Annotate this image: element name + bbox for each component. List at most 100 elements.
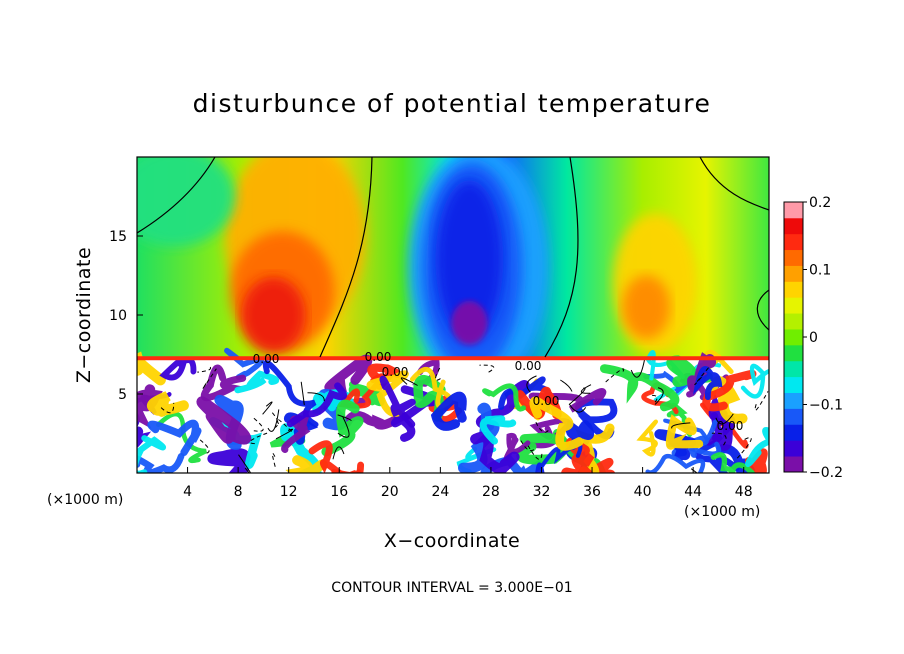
turbulent-stroke [479, 415, 517, 445]
turbulent-contour [671, 422, 691, 429]
turbulent-stroke [457, 402, 500, 473]
colorbar-label: −0.2 [809, 465, 843, 481]
contour-label: 0.00 [717, 419, 744, 433]
layer-top-band [137, 356, 769, 361]
turbulent-stroke [147, 419, 202, 456]
turbulent-contour [253, 417, 264, 432]
colorbar-swatch [784, 344, 803, 362]
colorbar-swatch [784, 313, 803, 330]
turbulent-contour [271, 412, 279, 429]
turbulent-contour [337, 414, 352, 422]
colorbar-swatch [784, 265, 803, 282]
colorbar-label: −0.1 [809, 398, 843, 414]
turbulent-layer [137, 347, 769, 473]
turbulent-contour [652, 394, 658, 405]
colorbar-swatch [784, 249, 803, 266]
x-tick-label: 24 [431, 484, 449, 500]
contour-interval-note: CONTOUR INTERVAL = 3.000E−01 [331, 580, 572, 596]
y-tick-label: 5 [118, 387, 127, 403]
contour-label: 0.00 [253, 352, 280, 366]
turbulent-contour [198, 438, 210, 454]
turbulent-stroke [146, 391, 189, 417]
colorbar-swatch [784, 424, 803, 441]
x-tick-label: 44 [684, 484, 702, 500]
x-tick-label: 16 [330, 484, 348, 500]
turbulent-contour [300, 381, 305, 406]
turbulent-stroke [308, 440, 365, 473]
colorbar-label: 0.1 [809, 263, 831, 279]
zero-contour [756, 289, 769, 331]
turbulent-stroke [482, 383, 526, 412]
x-axis-ticks: 4 8 12 16 20 24 28 32 36 40 44 48 [183, 467, 753, 500]
colorbar-swatch [784, 281, 803, 298]
turbulent-stroke [470, 431, 520, 473]
plot-area: 0.00 0.000.00 0.000.000.00 [137, 157, 769, 473]
turbulent-contour [690, 468, 698, 473]
x-tick-label: 36 [583, 484, 601, 500]
x-tick-label: 48 [735, 484, 753, 500]
turbulent-stroke [665, 414, 704, 450]
turbulent-stroke [740, 363, 769, 399]
zero-contour [544, 157, 579, 358]
turbulent-stroke [286, 382, 347, 428]
turbulent-stroke [565, 418, 595, 450]
turbulent-stroke [200, 364, 247, 402]
turbulent-stroke [583, 458, 615, 473]
colorbar-swatch [784, 376, 803, 393]
colorbar-frame [783, 201, 804, 473]
turbulent-contour [238, 454, 252, 473]
x-tick-label: 8 [234, 484, 243, 500]
turbulent-contour [307, 392, 325, 402]
turbulent-stroke [137, 351, 166, 386]
turbulent-stroke [342, 410, 406, 430]
turbulent-contour [267, 409, 280, 432]
turbulent-stroke [234, 370, 280, 394]
turbulent-contour [711, 432, 727, 446]
x-tick-label: 32 [533, 484, 551, 500]
colorbar-swatch [784, 217, 803, 235]
chart-title: disturbunce of potential temperature [193, 89, 712, 118]
turbulent-contour [754, 391, 769, 411]
x-axis-label: X−coordinate [384, 530, 520, 552]
turbulent-contour [197, 366, 212, 373]
x-tick-label: 12 [280, 484, 298, 500]
colorbar-swatch [784, 360, 803, 378]
turbulent-stroke [503, 432, 531, 461]
y-axis-ticks: 5 10 15 [109, 229, 143, 403]
turbulent-contour [527, 445, 543, 460]
colorbar-swatch [784, 329, 803, 346]
turbulent-contour [534, 420, 549, 433]
x-unit-label-right: (×1000 m) [684, 504, 760, 520]
field-blob [435, 179, 504, 340]
turbulent-contour [271, 452, 276, 467]
turbulent-contour [603, 368, 625, 385]
turbulent-stroke [379, 375, 416, 428]
turbulent-contour [654, 387, 664, 405]
y-axis-label: Z−coordinate [73, 247, 95, 383]
zero-contour [137, 157, 216, 234]
colorbar-label: 0 [809, 330, 818, 346]
turbulent-contour [736, 437, 752, 459]
turbulent-stroke [745, 427, 769, 468]
turbulent-stroke [137, 435, 167, 473]
colorbar-swatch [784, 456, 803, 473]
turbulent-stroke [207, 448, 251, 473]
turbulent-contour [400, 377, 418, 386]
turbulent-stroke [693, 366, 723, 401]
turbulent-contour [520, 440, 535, 452]
x-tick-label: 28 [482, 484, 500, 500]
colorbar-swatch [784, 408, 803, 425]
turbulent-contour [249, 431, 270, 445]
turbulent-stroke [137, 412, 152, 449]
field-blob [451, 300, 488, 345]
turbulent-stroke [710, 452, 755, 473]
turbulent-stroke [430, 391, 467, 431]
contour-label: 0.00 [515, 359, 542, 373]
contour-label: 0.00 [382, 365, 409, 379]
field-blob [622, 275, 671, 340]
colorbar-swatch [784, 440, 803, 457]
x-tick-label: 4 [183, 484, 192, 500]
contour-label: 0.00 [365, 350, 392, 364]
y-tick-label: 10 [109, 308, 127, 324]
